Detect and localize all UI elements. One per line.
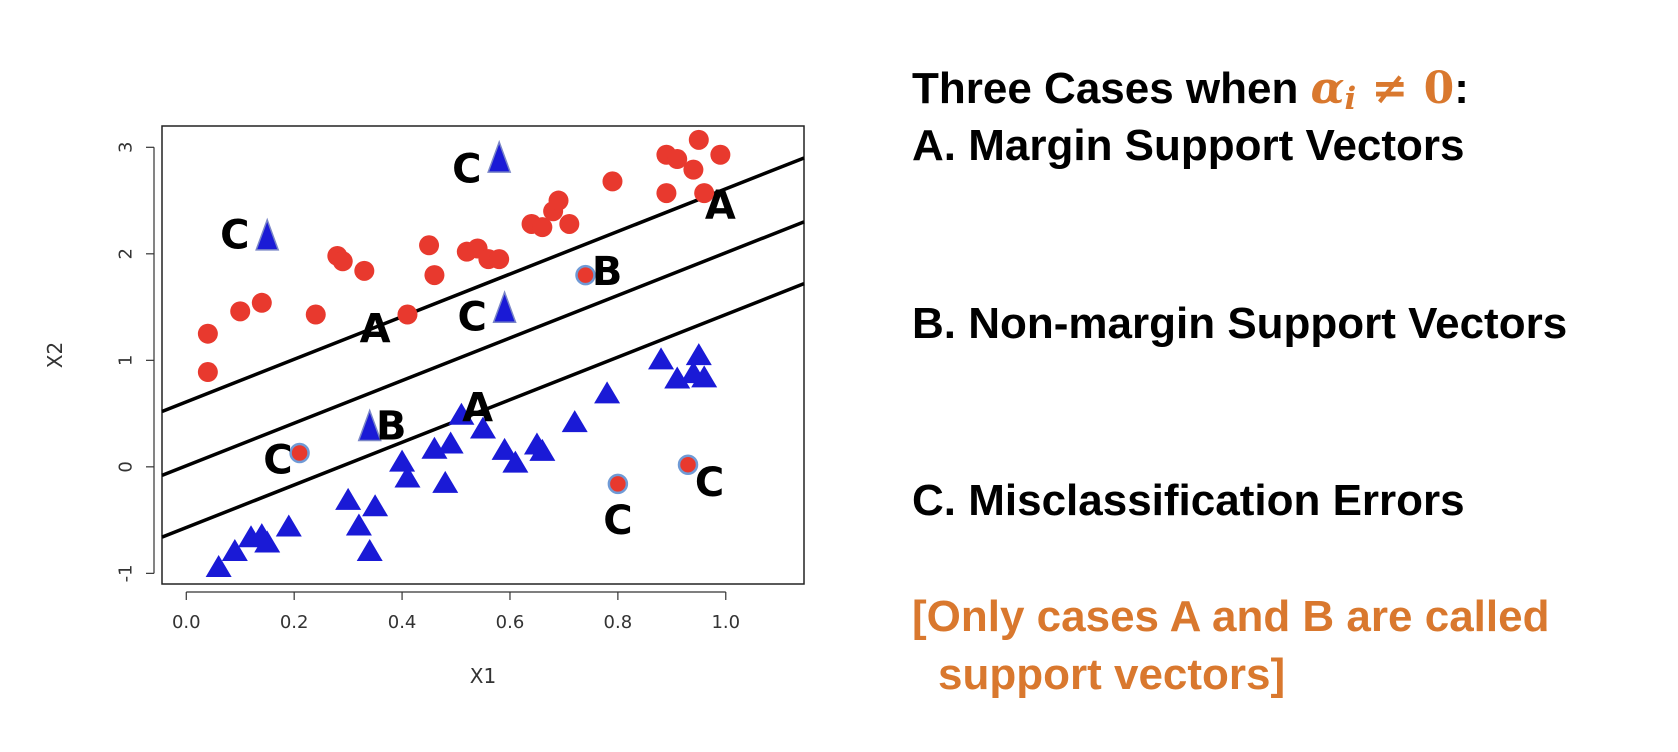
alpha-symbol: αi xyxy=(1310,63,1357,117)
triangle-point xyxy=(491,437,518,460)
circle-point xyxy=(532,217,553,238)
circle-point xyxy=(694,183,715,204)
misclassified-triangle-point xyxy=(487,139,512,173)
triangle-point xyxy=(470,416,496,439)
circle-point xyxy=(559,213,580,234)
misclassified-circle-point xyxy=(575,264,596,286)
boundary-line-2 xyxy=(161,220,805,477)
triangle-point xyxy=(335,487,362,510)
triangle-point xyxy=(561,410,588,433)
circle-point xyxy=(305,304,326,325)
misclassified-triangle-point xyxy=(255,217,280,251)
x-tick-label: 0.4 xyxy=(388,612,417,633)
case-b-label: B. Non-margin Support Vectors xyxy=(912,299,1568,348)
circle-point xyxy=(688,129,709,150)
x-axis-title: X1 xyxy=(470,664,496,688)
x-tick-label: 0.2 xyxy=(280,612,309,633)
triangle-point xyxy=(648,347,675,370)
x-tick-label: 0.8 xyxy=(604,612,633,633)
point-label-c: C xyxy=(452,147,481,193)
triangle-point xyxy=(275,514,302,537)
point-label-c: C xyxy=(220,213,249,259)
circle-point xyxy=(197,323,218,344)
circle-point xyxy=(667,149,688,170)
point-label-a: A xyxy=(705,183,736,229)
separating-lines xyxy=(161,156,805,539)
circle-point xyxy=(683,159,704,180)
axes: 0.0 0.2 0.4 0.6 0.8 1.0 -1 0 1 2 3 xyxy=(116,142,741,633)
triangle-point xyxy=(529,438,556,461)
circle-point xyxy=(197,362,218,383)
circle-point xyxy=(251,292,272,313)
misclassified-triangle-point xyxy=(492,290,517,324)
misclassified-circle-point xyxy=(607,473,629,495)
note-line-2: support vectors] xyxy=(938,650,1286,700)
point-label-b: B xyxy=(592,249,623,295)
triangle-point xyxy=(691,365,718,388)
point-label-c: C xyxy=(603,498,632,544)
triangle-point xyxy=(389,449,416,472)
triangle-point xyxy=(432,470,459,493)
triangle-point xyxy=(394,465,421,488)
triangle-point xyxy=(205,555,232,578)
triangle-point xyxy=(221,539,248,562)
x-tick-label: 1.0 xyxy=(711,612,740,633)
support-vectors-note: [Only cases A and B are called support v… xyxy=(912,588,1549,704)
point-label-c: C xyxy=(263,437,292,483)
circle-point xyxy=(602,171,623,192)
alpha-not-equal-zero: ≠ 0 xyxy=(1356,63,1455,114)
triangle-point xyxy=(502,450,529,473)
circle-point xyxy=(419,235,440,256)
boundary-line-1 xyxy=(161,156,805,414)
triangle-point xyxy=(594,381,621,404)
triangle-point xyxy=(685,343,712,366)
case-a-label: A. Margin Support Vectors xyxy=(912,121,1465,170)
cases-heading-prefix: Three Cases when xyxy=(912,64,1311,113)
cases-heading-colon: : xyxy=(1454,64,1469,113)
point-label-a: A xyxy=(462,385,493,431)
triangle-point xyxy=(448,402,475,425)
boundary-line-3 xyxy=(161,282,805,539)
y-tick-label: 0 xyxy=(116,461,137,472)
data-points xyxy=(197,129,731,578)
note-line-1: [Only cases A and B are called xyxy=(912,592,1550,641)
triangle-point xyxy=(356,539,383,562)
point-label-b: B xyxy=(376,403,407,449)
y-tick-label: -1 xyxy=(116,564,137,582)
triangle-point xyxy=(362,494,389,517)
circle-point xyxy=(332,251,353,272)
circle-point xyxy=(354,260,375,281)
misclassified-triangle-point xyxy=(357,408,382,442)
y-tick-label: 1 xyxy=(116,355,137,366)
circle-point xyxy=(710,144,731,165)
circle-point xyxy=(548,190,569,211)
alpha-letter: α xyxy=(1310,63,1345,114)
triangle-point xyxy=(437,431,464,454)
point-label-c: C xyxy=(458,295,487,341)
x-tick-label: 0.6 xyxy=(496,612,525,633)
misclassified-circle-point xyxy=(677,454,699,475)
circle-point xyxy=(230,301,251,322)
circle-point xyxy=(424,265,445,286)
alpha-subscript: i xyxy=(1344,81,1357,117)
cases-heading: Three Cases when αi ≠ 0: xyxy=(912,60,1469,119)
y-tick-label: 2 xyxy=(116,248,137,259)
triangle-point xyxy=(345,513,372,536)
point-label-c: C xyxy=(695,460,724,506)
plot-frame xyxy=(161,125,805,585)
triangle-point xyxy=(254,530,281,553)
y-axis-title: X2 xyxy=(43,342,67,368)
point-label-a: A xyxy=(360,306,391,352)
misclassified-circle-point xyxy=(289,442,310,464)
circle-point xyxy=(489,249,510,270)
x-tick-label: 0.0 xyxy=(172,612,201,633)
circle-point xyxy=(656,183,677,204)
circle-point xyxy=(397,304,418,325)
y-tick-label: 3 xyxy=(116,142,137,153)
case-c-label: C. Misclassification Errors xyxy=(912,476,1465,525)
